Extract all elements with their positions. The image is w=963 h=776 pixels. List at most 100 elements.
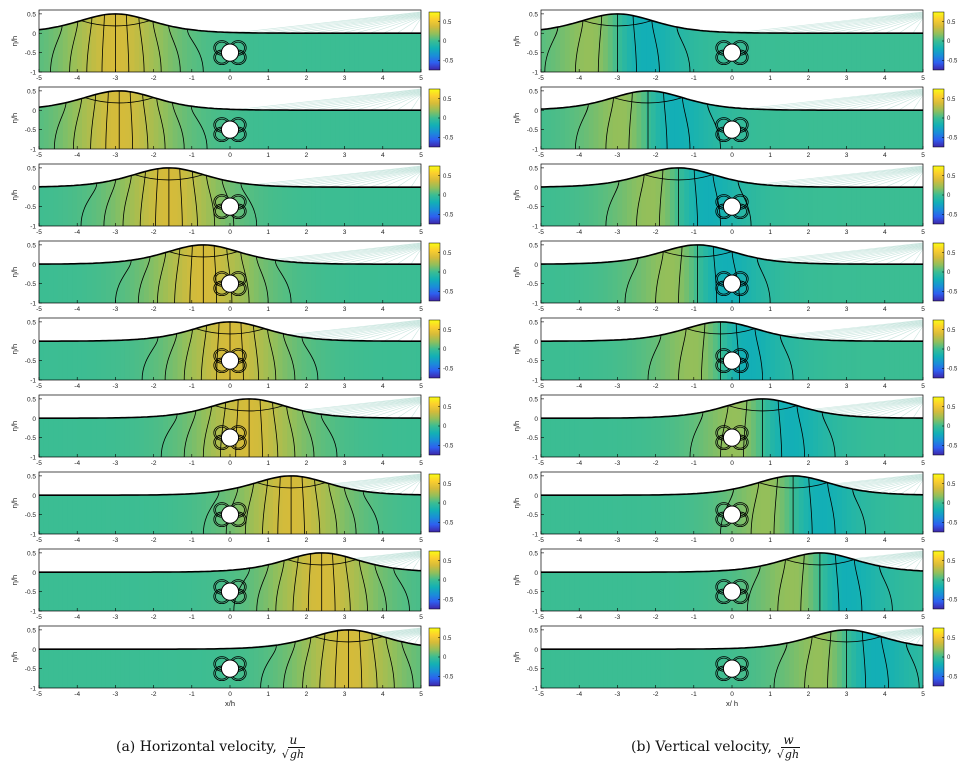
y-axis-label: η/h [10, 344, 19, 354]
x-tick-label: 4 [381, 306, 385, 313]
x-tick-label: -1 [691, 152, 697, 159]
colorbar-tick-label: 0.5 [947, 482, 956, 488]
x-tick-label: -5 [36, 691, 42, 698]
x-tick-label: -1 [691, 383, 697, 390]
colorbar-tick-label: 0 [443, 578, 447, 584]
x-tick-label: 2 [807, 691, 811, 698]
y-axis-label: η/h [10, 267, 19, 277]
x-tick-label: -5 [538, 691, 544, 698]
x-tick-label: 5 [921, 691, 925, 698]
y-tick-label: -0.5 [527, 204, 539, 211]
x-tick-label: 0 [730, 691, 734, 698]
x-tick-label: 3 [845, 229, 849, 236]
x-tick-label: 2 [305, 383, 309, 390]
x-tick-label: 1 [266, 75, 270, 82]
x-tick-label: 3 [343, 614, 347, 621]
x-tick-label: -1 [691, 306, 697, 313]
x-tick-label: 1 [768, 460, 772, 467]
x-tick-label: 0 [228, 75, 232, 82]
y-tick-label: -1 [30, 609, 36, 616]
y-tick-label: 0.5 [529, 165, 538, 172]
x-tick-label: -2 [151, 306, 157, 313]
y-tick-label: -1 [532, 686, 538, 693]
colorbar-tick-label: 0 [947, 655, 951, 661]
y-tick-label: 0 [32, 262, 36, 269]
colorbar: 0.5 0 -0.5 [428, 550, 454, 610]
colorbar-tick-label: -0.5 [947, 444, 958, 450]
colorbar-tick-label: 0 [947, 270, 951, 276]
colorbar-tick-label: -0.5 [443, 675, 454, 681]
y-tick-label: -0.5 [25, 589, 37, 596]
y-tick-label: -1 [532, 147, 538, 154]
y-tick-label: 0.5 [27, 11, 36, 18]
colorbar-tick-label: 0.5 [947, 405, 956, 411]
x-tick-label: -4 [74, 152, 80, 159]
x-tick-label: -2 [653, 537, 659, 544]
x-tick-label: -3 [615, 614, 621, 621]
free-surface [39, 552, 421, 573]
x-tick-label: 5 [921, 75, 925, 82]
x-tick-label: -3 [615, 152, 621, 159]
x-tick-label: -3 [615, 537, 621, 544]
cylinder [220, 428, 240, 447]
colorbar-tick-label: 0.5 [947, 559, 956, 565]
free-surface [541, 167, 923, 188]
y-axis-label: η/h [512, 190, 521, 200]
y-axis-label: η/h [10, 36, 19, 46]
free-surface [39, 13, 421, 34]
colorbar-tick-label: -0.5 [443, 59, 454, 65]
y-tick-label: 0.5 [27, 473, 36, 480]
x-tick-label: 3 [343, 75, 347, 82]
x-tick-label: -3 [113, 614, 119, 621]
free-surface [541, 90, 923, 111]
y-axis-label: η/h [10, 421, 19, 431]
x-tick-label: 1 [266, 691, 270, 698]
cylinder [220, 197, 240, 216]
y-tick-label: 0.5 [529, 396, 538, 403]
x-tick-label: 0 [228, 537, 232, 544]
x-tick-label: -4 [74, 75, 80, 82]
x-tick-label: -2 [151, 75, 157, 82]
colorbar-tick-label: -0.5 [947, 521, 958, 527]
x-tick-label: 2 [807, 537, 811, 544]
y-tick-label: -0.5 [25, 358, 37, 365]
caption-a-fraction: u √gh [282, 734, 305, 761]
x-tick-label: 2 [807, 229, 811, 236]
colorbar: 0.5 0 -0.5 [428, 165, 454, 225]
x-axis-label: x/ h [726, 699, 738, 708]
x-tick-label: -1 [691, 229, 697, 236]
x-tick-label: -2 [653, 229, 659, 236]
free-surface [39, 167, 421, 188]
x-tick-label: 4 [883, 152, 887, 159]
x-tick-label: 4 [883, 75, 887, 82]
colorbar-tick-label: 0 [443, 501, 447, 507]
colorbar-tick-label: -0.5 [947, 136, 958, 142]
x-tick-label: 3 [343, 383, 347, 390]
caption-b-label: (b) Vertical velocity, [631, 739, 772, 755]
free-surface [541, 321, 923, 342]
y-tick-label: -0.5 [527, 358, 539, 365]
y-axis-label: η/h [512, 575, 521, 585]
y-tick-label: 0.5 [529, 473, 538, 480]
colorbar-tick-label: -0.5 [443, 598, 454, 604]
subplot-b-8: 0.5 0 -0.5 -1 η/h -5 -4 -3 -2 -1 0 1 2 3 4 5 0.5 0 -0.5 [512, 548, 958, 621]
x-tick-label: 5 [419, 460, 423, 467]
x-tick-label: -5 [538, 383, 544, 390]
x-tick-label: 5 [419, 537, 423, 544]
colorbar-tick-label: 0 [443, 347, 447, 353]
colorbar: 0.5 0 -0.5 [932, 11, 958, 71]
y-tick-label: -0.5 [25, 127, 37, 134]
x-tick-label: 2 [807, 383, 811, 390]
y-axis-label: η/h [10, 652, 19, 662]
x-tick-label: -5 [538, 75, 544, 82]
x-tick-label: 5 [921, 152, 925, 159]
x-tick-label: 5 [921, 614, 925, 621]
x-tick-label: 1 [768, 691, 772, 698]
x-tick-label: -1 [189, 152, 195, 159]
x-tick-label: 0 [730, 537, 734, 544]
x-tick-label: 3 [845, 152, 849, 159]
colorbar: 0.5 0 -0.5 [428, 11, 454, 71]
x-tick-label: -4 [74, 306, 80, 313]
free-surface [39, 475, 421, 496]
x-tick-label: 2 [807, 460, 811, 467]
